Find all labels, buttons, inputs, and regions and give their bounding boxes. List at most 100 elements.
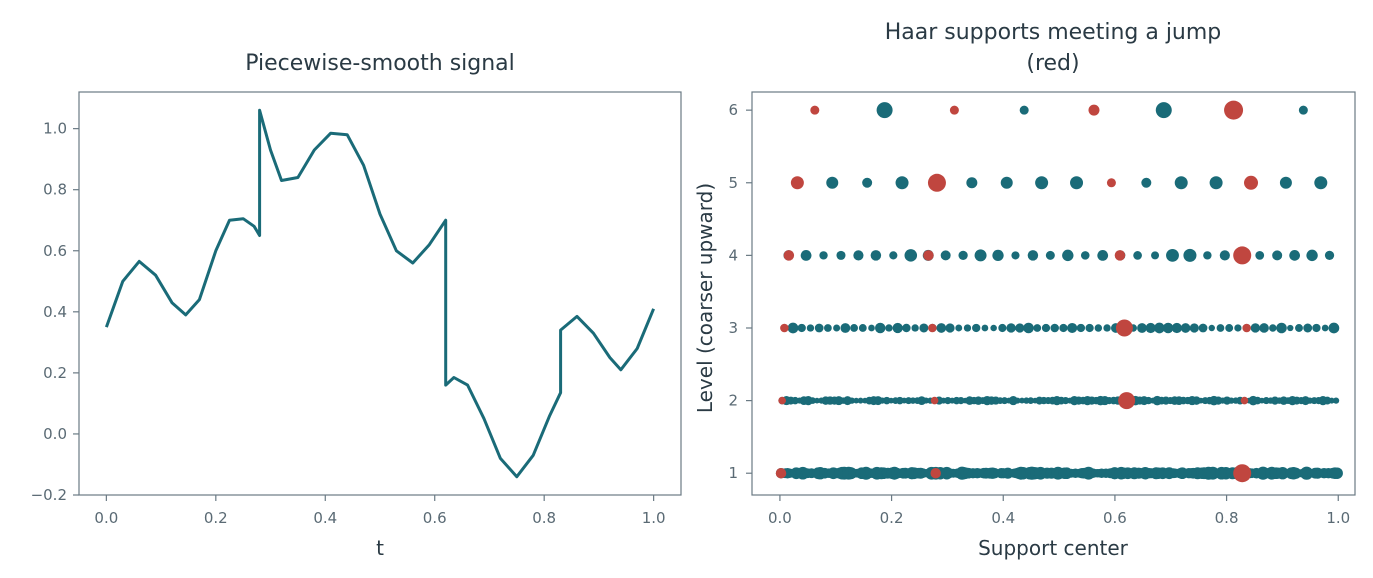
coefficient-point <box>1045 250 1055 260</box>
coefficient-point <box>1067 322 1078 334</box>
coefficient-point <box>1023 322 1034 334</box>
signal-ticks: 0.0 0.2 0.4 0.6 0.8 1.0 −0.2 0.0 0.2 0.4 0.6 0.8 1.0 <box>31 120 666 527</box>
coefficient-point <box>1137 323 1147 333</box>
coefficient-point <box>919 323 929 333</box>
coefficient-point <box>896 396 904 405</box>
coefficient-point <box>1224 100 1244 120</box>
coefficient-point <box>972 323 981 333</box>
coefficient-point <box>836 250 846 260</box>
x-tick-label: 0.2 <box>204 509 228 527</box>
x-tick-label: 0.8 <box>532 509 556 527</box>
coefficient-point <box>1180 323 1191 333</box>
coefficient-point <box>981 324 989 332</box>
coefficient-point <box>1097 249 1109 261</box>
y-tick-label: 3 <box>728 319 738 337</box>
coefficient-point <box>858 324 867 332</box>
coefficient-point <box>1331 467 1343 479</box>
coefficient-point <box>1019 397 1025 404</box>
coefficient-point <box>840 323 851 333</box>
coefficient-point <box>904 249 918 262</box>
x-tick-label: 0.6 <box>423 509 447 527</box>
coefficient-point <box>944 396 952 405</box>
coefficient-point <box>1272 250 1283 261</box>
coefficient-point <box>927 173 946 192</box>
coefficient-point <box>1234 324 1242 332</box>
coefficient-point <box>1209 176 1223 190</box>
large-jump-coefficient-point <box>1115 319 1133 337</box>
coefficient-point <box>1145 322 1156 334</box>
coefficient-point <box>1225 324 1234 332</box>
coefficient-point <box>1062 249 1074 262</box>
coefficient-point <box>1219 250 1230 261</box>
coefficient-point <box>945 323 955 333</box>
y-tick-label: 4 <box>728 246 738 264</box>
coefficient-point <box>1306 249 1318 262</box>
large-jump-coefficient-point <box>1233 464 1252 483</box>
coefficient-point <box>889 251 898 260</box>
coefficient-point <box>1192 396 1201 405</box>
x-tick-label: 0.8 <box>1215 509 1239 527</box>
signal-x-axis-label: t <box>376 536 384 560</box>
coefficient-point <box>1050 323 1059 333</box>
x-tick-label: 0.4 <box>991 509 1015 527</box>
coefficient-point <box>1250 323 1261 333</box>
y-tick-label: 1.0 <box>43 120 67 138</box>
coefficient-point <box>1323 396 1332 405</box>
coefficient-point <box>1144 396 1153 405</box>
coefficient-point <box>810 105 820 115</box>
jump-coefficient-point <box>930 467 941 479</box>
coefficient-point <box>1059 323 1068 333</box>
coefficient-point <box>833 324 841 332</box>
coefficient-point <box>790 176 804 190</box>
coefficient-point <box>1216 324 1225 332</box>
jump-coefficient-point <box>780 323 789 333</box>
y-tick-label: 0.2 <box>43 364 67 382</box>
coefficient-point <box>1166 248 1179 262</box>
coefficient-point <box>902 323 911 333</box>
coefficient-point <box>1106 178 1116 188</box>
coefficient-point <box>1183 248 1197 262</box>
coefficient-point <box>1321 324 1329 332</box>
y-tick-label: −0.2 <box>31 486 67 504</box>
coefficient-point <box>895 176 909 190</box>
coefficient-point <box>885 324 893 332</box>
coefficient-point <box>824 324 832 332</box>
y-tick-label: 0.6 <box>43 242 67 260</box>
coefficient-point <box>911 324 919 332</box>
jump-coefficient-point <box>783 250 795 261</box>
signal-line <box>104 108 655 479</box>
jump-coefficient-point <box>775 467 787 479</box>
coefficient-point <box>882 396 891 405</box>
haar-x-axis-label: Support center <box>978 536 1129 560</box>
x-tick-label: 1.0 <box>1326 509 1350 527</box>
coefficient-point <box>1324 250 1335 261</box>
coefficient-point <box>1255 251 1265 260</box>
coefficient-point <box>1033 324 1042 332</box>
coefficient-point <box>1198 323 1208 333</box>
coefficient-point <box>1000 176 1013 189</box>
coefficient-point <box>1011 251 1020 260</box>
coefficient-point <box>853 250 864 261</box>
coefficient-point <box>998 323 1007 333</box>
coefficient-point <box>1094 324 1103 332</box>
jump-coefficient-point <box>1242 323 1251 333</box>
coefficient-point <box>1006 323 1016 333</box>
coefficient-point <box>1328 322 1340 334</box>
coefficient-point <box>1171 322 1182 334</box>
y-tick-label: 6 <box>728 101 738 119</box>
y-tick-label: 0.0 <box>43 425 67 443</box>
coefficient-point <box>787 322 799 334</box>
haar-panel: Haar supports meeting a jump (red) Suppo… <box>693 20 1356 560</box>
coefficient-point <box>1287 324 1294 332</box>
jump-coefficient-point <box>928 323 937 333</box>
coefficient-point <box>1303 323 1313 333</box>
coefficient-point <box>862 177 873 188</box>
coefficient-point <box>809 397 816 404</box>
coefficient-point <box>1332 397 1340 404</box>
coefficient-point <box>868 324 875 332</box>
coefficient-point <box>1295 324 1303 332</box>
coefficient-point <box>892 322 903 334</box>
coefficient-point <box>1253 396 1262 405</box>
coefficient-point <box>974 249 987 262</box>
